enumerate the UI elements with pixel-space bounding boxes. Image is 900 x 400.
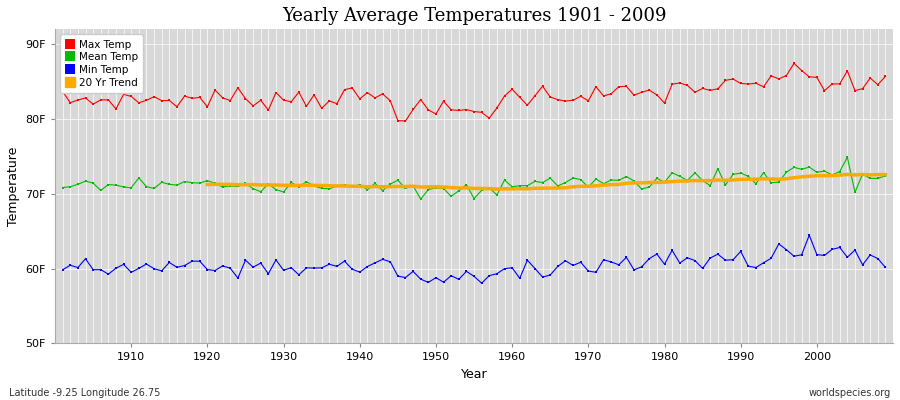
Mean Temp	[331, 183, 342, 188]
Line: 20 Yr Trend: 20 Yr Trend	[207, 174, 886, 189]
Max Temp	[400, 119, 411, 124]
Mean Temp	[507, 184, 517, 189]
Min Temp	[804, 233, 814, 238]
Max Temp	[58, 89, 68, 94]
Min Temp	[880, 265, 891, 270]
Y-axis label: Temperature: Temperature	[7, 147, 20, 226]
Min Temp	[476, 281, 487, 286]
Max Temp	[286, 99, 297, 104]
Min Temp	[331, 264, 342, 269]
Mean Temp	[515, 183, 526, 188]
Mean Temp	[286, 180, 297, 185]
Legend: Max Temp, Mean Temp, Min Temp, 20 Yr Trend: Max Temp, Mean Temp, Min Temp, 20 Yr Tre…	[60, 34, 143, 93]
Max Temp	[118, 92, 129, 97]
Mean Temp	[415, 197, 426, 202]
Min Temp	[606, 260, 616, 264]
Mean Temp	[118, 184, 129, 189]
Min Temp	[507, 265, 517, 270]
20 Yr Trend	[842, 172, 852, 177]
Max Temp	[880, 74, 891, 79]
20 Yr Trend	[773, 177, 784, 182]
Min Temp	[515, 276, 526, 281]
Min Temp	[118, 262, 129, 267]
Max Temp	[331, 101, 342, 106]
Max Temp	[515, 95, 526, 100]
20 Yr Trend	[682, 179, 693, 184]
20 Yr Trend	[788, 175, 799, 180]
Mean Temp	[606, 178, 616, 182]
Min Temp	[286, 265, 297, 270]
20 Yr Trend	[865, 172, 876, 177]
Min Temp	[58, 267, 68, 272]
Mean Temp	[880, 173, 891, 178]
Line: Min Temp: Min Temp	[61, 234, 887, 284]
Mean Temp	[58, 185, 68, 190]
20 Yr Trend	[293, 183, 304, 188]
20 Yr Trend	[202, 182, 212, 187]
Title: Yearly Average Temperatures 1901 - 2009: Yearly Average Temperatures 1901 - 2009	[282, 7, 666, 25]
Max Temp	[788, 61, 799, 66]
Line: Mean Temp: Mean Temp	[61, 156, 887, 200]
Text: worldspecies.org: worldspecies.org	[809, 388, 891, 398]
X-axis label: Year: Year	[461, 368, 488, 381]
Line: Max Temp: Max Temp	[61, 62, 887, 122]
20 Yr Trend	[880, 172, 891, 177]
Text: Latitude -9.25 Longitude 26.75: Latitude -9.25 Longitude 26.75	[9, 388, 160, 398]
Max Temp	[507, 87, 517, 92]
Mean Temp	[842, 155, 852, 160]
Max Temp	[606, 91, 616, 96]
20 Yr Trend	[408, 184, 418, 188]
20 Yr Trend	[491, 187, 502, 192]
